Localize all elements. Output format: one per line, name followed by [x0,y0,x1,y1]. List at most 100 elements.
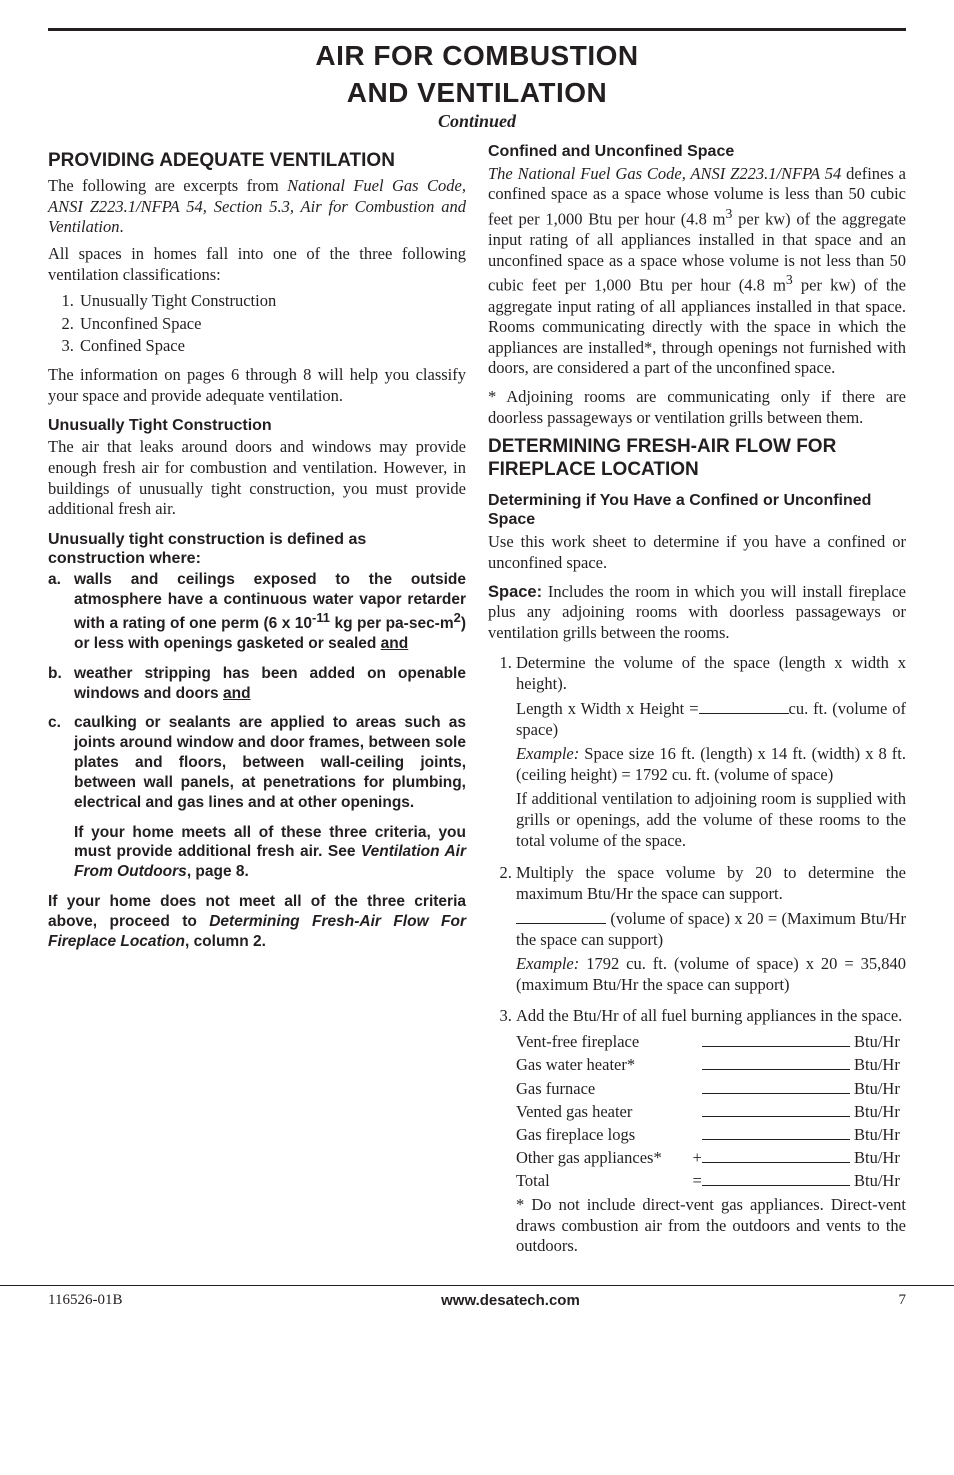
table-row: Total= Btu/Hr [516,1169,906,1192]
table-row: Vented gas heater Btu/Hr [516,1100,906,1123]
text: kg per pa-sec-m [330,615,454,632]
lwheq: Length x Width x Height =cu. ft. (volume… [516,698,906,740]
blank-cell [702,1146,850,1169]
step-1: Determine the volume of the space (lengt… [516,652,906,852]
table-row: Vent-free fireplace Btu/Hr [516,1030,906,1053]
text: , column 2. [185,933,266,950]
text: weather stripping has been added on open… [74,665,466,702]
list-item: Unconfined Space [78,314,466,335]
sup: 3 [786,272,793,287]
para-if-not-meet: If your home does not meet all of the th… [48,892,466,951]
item-body: caulking or sealants are applied to area… [74,713,466,812]
op [691,1123,702,1146]
footer-page-number: 7 [898,1292,906,1309]
marker: c. [48,713,74,812]
op: + [691,1146,702,1169]
unit: Btu/Hr [850,1100,906,1123]
row-label: Gas furnace [516,1077,691,1100]
step-text: Determine the volume of the space (lengt… [516,653,906,693]
top-rule [48,28,906,31]
unit: Btu/Hr [850,1030,906,1053]
sup: -11 [312,610,330,625]
marker: a. [48,570,74,653]
para-adjoining: * Adjoining rooms are communicating only… [488,387,906,428]
step-text: Multiply the space volume by 20 to deter… [516,863,906,903]
para-space-def: Space: Includes the room in which you wi… [488,582,906,644]
alpha-item-b: b. weather stripping has been added on o… [48,664,466,704]
footer-url: www.desatech.com [441,1292,580,1309]
op [691,1077,702,1100]
continued-label: Continued [48,111,906,132]
step-2: Multiply the space volume by 20 to deter… [516,862,906,996]
calc-line: (volume of space) x 20 = (Maximum Btu/Hr… [516,908,906,950]
heading-determine: DETERMINING FRESH-AIR FLOW FOR FIREPLACE… [488,436,906,481]
table-row: Gas furnace Btu/Hr [516,1077,906,1100]
row-label: Vented gas heater [516,1100,691,1123]
btu-table: Vent-free fireplace Btu/Hr Gas water heat… [516,1030,906,1192]
example: Example: 1792 cu. ft. (volume of space) … [516,953,906,995]
text: , page 8. [187,863,249,880]
heading-confined: Confined and Unconfined Space [488,142,906,161]
step-sub: Length x Width x Height =cu. ft. (volume… [516,698,906,852]
blank-cell [702,1053,850,1076]
unit: Btu/Hr [850,1123,906,1146]
row-label: Gas water heater* [516,1053,691,1076]
heading-det-if: Determining if You Have a Confined or Un… [488,491,906,529]
blank-line [516,908,606,924]
step-text: Add the Btu/Hr of all fuel burning appli… [516,1006,902,1025]
para-confined-def: The National Fuel Gas Code, ANSI Z223.1/… [488,164,906,379]
underline-and: and [223,685,251,702]
text: The following are excerpts from [48,176,287,195]
op [691,1100,702,1123]
text: Length x Width x Height = [516,699,699,718]
right-column: Confined and Unconfined Space The Nation… [488,142,906,1267]
page-footer: 116526-01B www.desatech.com 7 [0,1285,954,1327]
row-label: Other gas appliances* [516,1146,691,1169]
columns: PROVIDING ADEQUATE VENTILATION The follo… [48,142,906,1267]
text: Includes the room in which you will inst… [488,582,906,642]
step-3: Add the Btu/Hr of all fuel burning appli… [516,1005,906,1257]
list-item: Unusually Tight Construction [78,291,466,312]
blank-cell [702,1123,850,1146]
list-item: Confined Space [78,336,466,357]
underline-and: and [381,635,409,652]
alpha-list: a. walls and ceilings exposed to the out… [48,570,466,812]
unit: Btu/Hr [850,1077,906,1100]
unit: Btu/Hr [850,1169,906,1192]
item-body: walls and ceilings exposed to the outsid… [74,570,466,653]
op [691,1053,702,1076]
footnote: * Do not include direct-vent gas applian… [516,1195,906,1257]
op [691,1030,702,1053]
para-all-spaces: All spaces in homes fall into one of the… [48,244,466,285]
unit: Btu/Hr [850,1053,906,1076]
row-label: Gas fireplace logs [516,1123,691,1146]
blank-line [699,698,789,714]
row-label: Total [516,1169,691,1192]
section-title-line2: AND VENTILATION [48,78,906,109]
table-row: Gas water heater* Btu/Hr [516,1053,906,1076]
step-sub: (volume of space) x 20 = (Maximum Btu/Hr… [516,908,906,995]
heading-utc: Unusually Tight Construction [48,416,466,435]
sup: 2 [454,610,461,625]
op: = [691,1169,702,1192]
table-row: Other gas appliances*+ Btu/Hr [516,1146,906,1169]
classification-list: Unusually Tight Construction Unconfined … [48,291,466,357]
label-space: Space: [488,583,542,601]
page: AIR FOR COMBUSTION AND VENTILATION Conti… [0,0,954,1267]
alpha-item-a: a. walls and ceilings exposed to the out… [48,570,466,653]
footer-left: 116526-01B [48,1292,122,1309]
heading-providing: PROVIDING ADEQUATE VENTILATION [48,150,466,172]
text: . [120,217,124,236]
row-label: Vent-free fireplace [516,1030,691,1053]
blank-cell [702,1169,850,1192]
blank-cell [702,1100,850,1123]
para-info-pages: The information on pages 6 through 8 wil… [48,365,466,406]
example: Example: Space size 16 ft. (length) x 14… [516,743,906,785]
para-excerpts: The following are excerpts from National… [48,176,466,238]
unit: Btu/Hr [850,1146,906,1169]
para-use-ws: Use this work sheet to determine if you … [488,532,906,573]
example-label: Example: [516,954,579,973]
if-additional: If additional ventilation to adjoining r… [516,788,906,851]
cite-nfgc: The National Fuel Gas Code, ANSI Z223.1/… [488,164,841,183]
table-row: Gas fireplace logs Btu/Hr [516,1123,906,1146]
